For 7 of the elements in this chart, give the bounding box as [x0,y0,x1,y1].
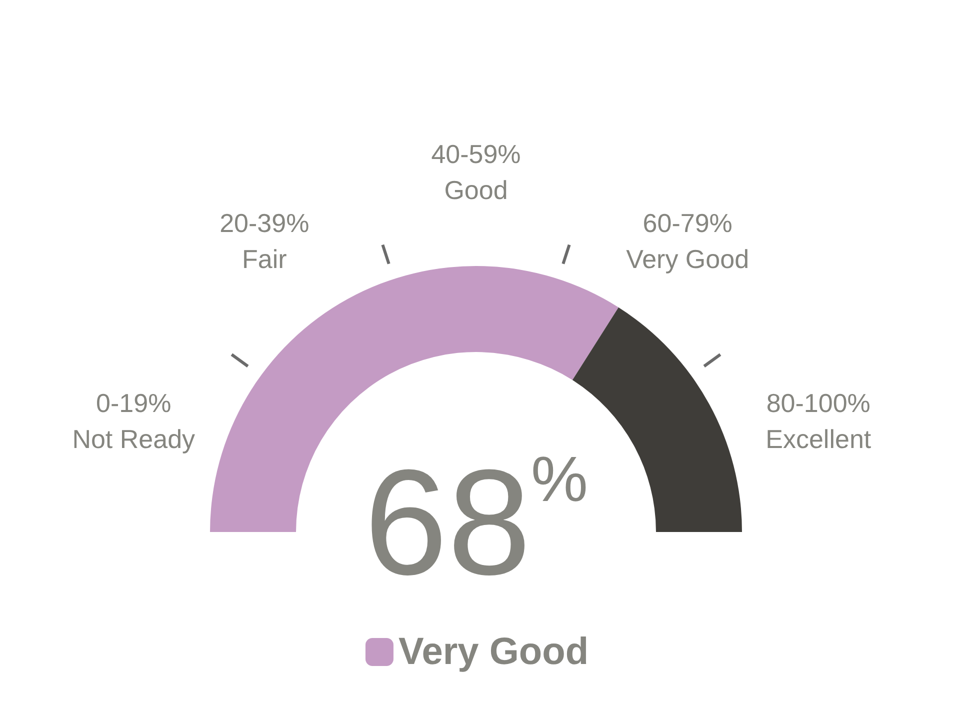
text: 80-100% Excellent [766,388,872,454]
text: 40-59% Good [431,139,521,205]
legend-label: Very Good [398,631,589,673]
text: 20-39% Fair [220,208,310,274]
text: 60-79% Very Good [626,208,750,274]
data-label: 68% [364,438,588,606]
text: 0-19% Not Ready [72,388,196,454]
